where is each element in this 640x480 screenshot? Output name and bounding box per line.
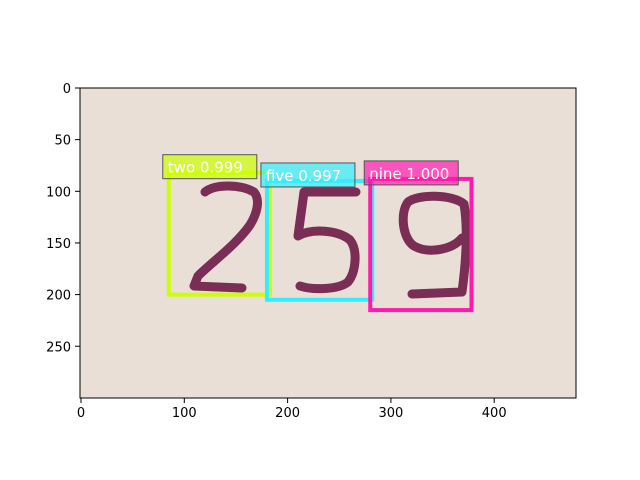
detections-layer: two 0.999 five 0.997 nine 1.000 bbox=[162, 154, 474, 313]
y-tick-label: 0 bbox=[63, 82, 71, 97]
y-tick-label: 150 bbox=[46, 237, 71, 252]
label-text-two: two 0.999 bbox=[168, 159, 243, 177]
detection-five: five 0.997 bbox=[260, 162, 375, 302]
x-tick-label: 200 bbox=[275, 406, 300, 421]
y-tick-label: 50 bbox=[54, 134, 71, 149]
y-tick-label: 200 bbox=[46, 289, 71, 304]
x-tick-label: 300 bbox=[378, 406, 403, 421]
y-axis: 0 50 100 150 200 250 bbox=[46, 82, 80, 355]
photo-background bbox=[80, 88, 576, 398]
x-tick-label: 400 bbox=[482, 406, 507, 421]
label-box-five bbox=[260, 162, 356, 188]
digit-nine bbox=[398, 191, 471, 299]
x-tick-label: 0 bbox=[77, 406, 85, 421]
label-box-nine bbox=[363, 160, 459, 186]
digit-strokes bbox=[189, 181, 471, 299]
digit-five bbox=[293, 187, 361, 294]
label-box-two bbox=[162, 154, 258, 180]
x-axis: 0 100 200 300 400 bbox=[77, 398, 507, 421]
digit-two bbox=[189, 181, 262, 293]
label-text-nine: nine 1.000 bbox=[369, 165, 449, 183]
photo-panel: two 0.999 five 0.997 nine 1.000 bbox=[80, 88, 576, 398]
x-tick-label: 100 bbox=[172, 406, 197, 421]
y-tick-label: 250 bbox=[46, 340, 71, 355]
label-text-five: five 0.997 bbox=[266, 167, 341, 185]
y-tick-label: 100 bbox=[46, 185, 71, 200]
detection-nine: nine 1.000 bbox=[363, 160, 474, 313]
detection-two: two 0.999 bbox=[162, 154, 273, 297]
